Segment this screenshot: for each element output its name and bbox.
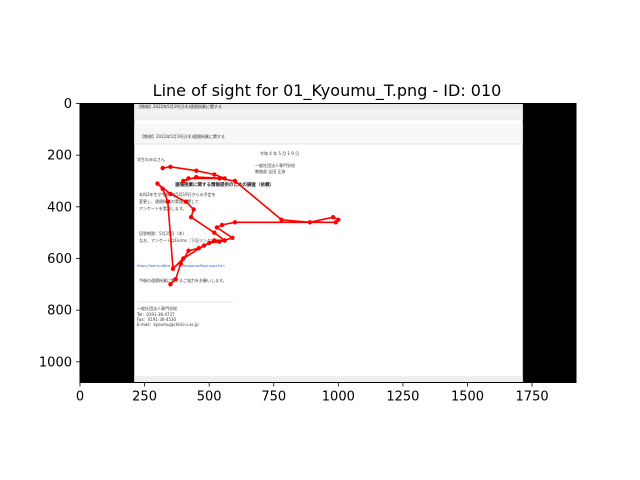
y-tick-label: 400 [47, 200, 72, 215]
gaze-point [232, 178, 238, 184]
gaze-point [232, 220, 238, 225]
gaze-point [222, 176, 227, 181]
axes-frame [79, 103, 577, 383]
y-tick-label: 600 [47, 252, 72, 267]
gaze-point [188, 214, 194, 220]
gaze-point [217, 176, 222, 181]
screenshot-footer-line-1: Tel：0191-36-4737 [136, 312, 175, 317]
screenshot-titlebar [134, 103, 523, 110]
gaze-point [191, 207, 196, 212]
screenshot-body-line-5: なお、アンケートはForms（下記リンク）から [139, 237, 223, 243]
y-tick-label: 0 [64, 97, 72, 112]
chart-title: Line of sight for 01_Kyoumu_T.png - ID: … [153, 81, 502, 101]
screenshot-frame [134, 103, 523, 383]
gaze-point [183, 199, 189, 204]
gaze-point [222, 238, 227, 243]
screenshot-statusbar [134, 376, 523, 383]
screenshot-footer-line-0: 一般社団法人専門学校 [137, 305, 177, 311]
gaze-point [214, 225, 220, 230]
x-tick-label: 250 [132, 390, 157, 405]
screenshot-body-line-1: 本科2年生が令和4年5月19日からの予定を [139, 191, 216, 197]
gaze-path [155, 164, 341, 287]
screenshot-footer-line-2: Fax：0191-36-4530 [137, 317, 177, 322]
screenshot-body-line-4: 回答期限：5月25日（木） [139, 230, 187, 236]
screenshot-sender-name: 教務部 吉田 正彦 [255, 168, 286, 174]
x-tick-label: 750 [261, 390, 286, 405]
gaze-point [217, 239, 222, 244]
gaze-point [279, 217, 284, 222]
gaze-point [178, 261, 183, 266]
screenshot-window-title: 【教務】2022年5月19日(木)遠隔授業に関する [137, 103, 222, 109]
gaze-point [212, 238, 217, 243]
screenshot-toolbar [134, 114, 523, 121]
x-tick-label: 1750 [516, 390, 549, 405]
gaze-point [168, 164, 173, 169]
y-tick-label: 200 [47, 149, 72, 164]
gaze-point [212, 230, 217, 235]
screenshot-menubar [134, 109, 523, 115]
screenshot-salutation: 学生のみなさん [137, 156, 165, 162]
x-tick-label: 0 [76, 390, 84, 405]
gaze-point [168, 191, 173, 197]
gaze-point [212, 172, 217, 177]
right-black-band [523, 103, 576, 383]
gaze-point [206, 240, 212, 246]
gaze-point [307, 220, 313, 225]
x-tick-label: 500 [197, 390, 222, 405]
gaze-point [160, 165, 165, 171]
gaze-point [219, 222, 225, 228]
x-tick-label: 1000 [322, 390, 355, 405]
gaze-point [194, 174, 199, 180]
gaze-point [181, 256, 186, 261]
gaze-point [181, 178, 186, 184]
x-tick-label: 1250 [386, 390, 419, 405]
gaze-point [333, 220, 338, 225]
gaze-point [170, 266, 176, 272]
screenshot-body-line-0: 遠隔授業に関する情報提供のための調査（依頼） [175, 181, 274, 188]
gaze-point [155, 181, 160, 186]
gaze-point [194, 168, 199, 173]
screenshot-body-line-6: 今後の遠隔授業に関するご協力をお願いします。 [139, 277, 227, 283]
gaze-point [168, 282, 173, 287]
x-axis: 0 250 500 750 1000 1250 1500 1750 [76, 382, 549, 405]
screenshot-email-subject: 【教務】2022年5月19日(木)遠隔授業に関する [140, 133, 225, 139]
screenshot-email-date: 令和 4 年 5 月 1 9 日 [260, 150, 299, 156]
screenshot-footer-line-3: E-mail：kyoumu@chiiki-u.ac.jp [137, 322, 199, 327]
gaze-point [201, 243, 207, 248]
gaze-point [186, 176, 191, 181]
gaze-point [160, 186, 165, 191]
gaze-point [196, 245, 202, 251]
left-black-band [80, 103, 135, 383]
x-tick-label: 1500 [451, 390, 484, 405]
plot-area: 【教務】2022年5月19日(木)遠隔授業に関する 【教務】2022年5月19日… [79, 103, 577, 383]
y-tick-label: 800 [47, 304, 72, 319]
screenshot-sender-school: 一般社団法人専門学校 [255, 162, 295, 168]
gaze-point [186, 248, 191, 253]
background-screenshot: 【教務】2022年5月19日(木)遠隔授業に関する 【教務】2022年5月19日… [134, 103, 523, 383]
y-tick-label: 1000 [39, 355, 72, 370]
gaze-point [330, 214, 336, 220]
gaze-point [230, 235, 235, 241]
gaze-point [173, 276, 178, 282]
screenshot-header [134, 124, 523, 144]
letterbox-bands [80, 103, 576, 383]
screenshot-body-line-3: アンケートを実施します。 [139, 205, 186, 211]
gaze-point [165, 199, 171, 204]
y-axis: 0 200 400 600 800 1000 [39, 97, 80, 370]
screenshot-link: https://forms.office.com/r/ResponsePage.… [137, 264, 225, 268]
